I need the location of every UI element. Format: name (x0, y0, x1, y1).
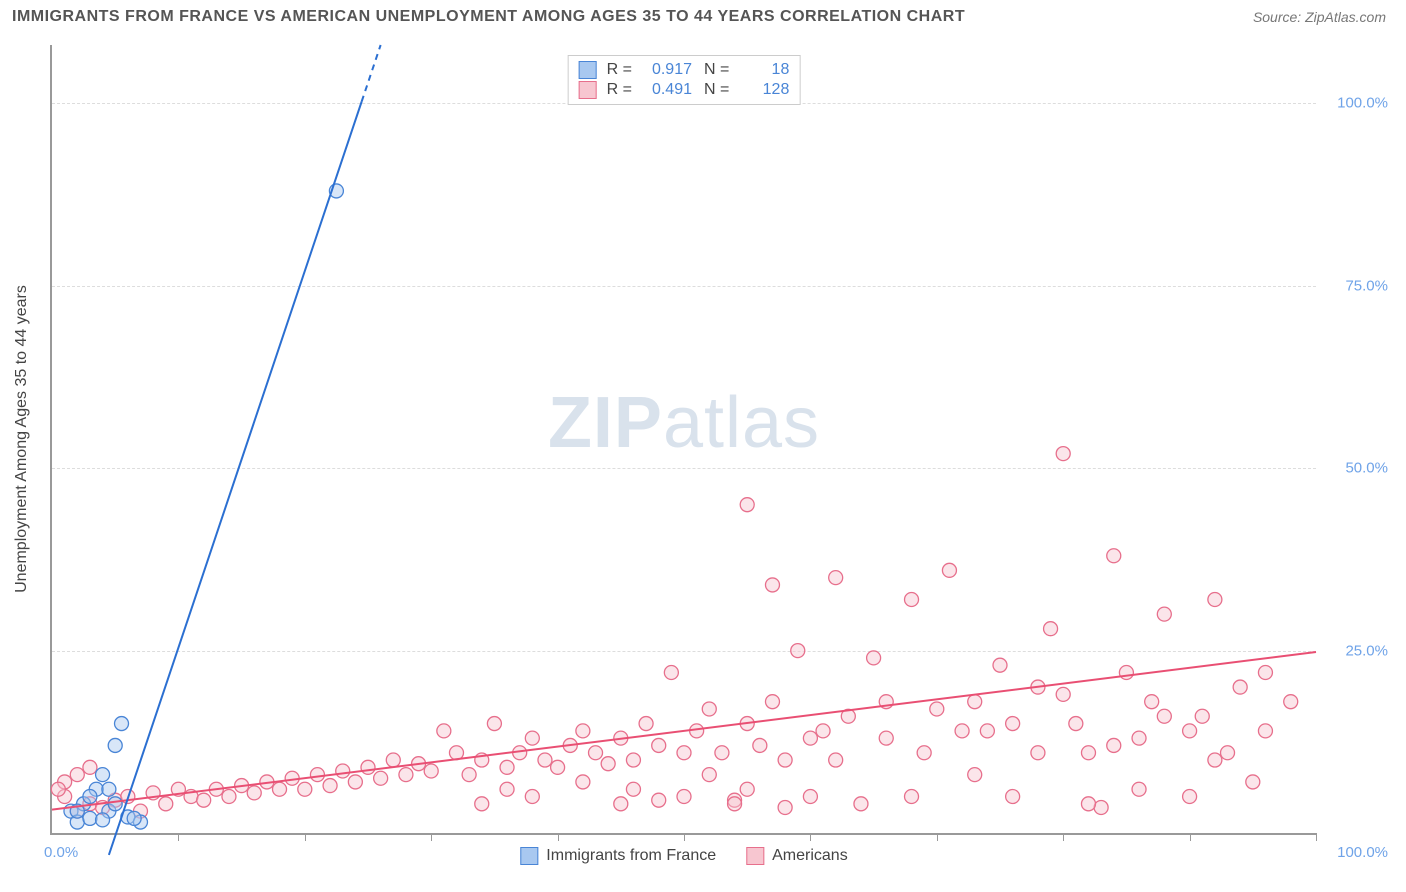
n-label: N = (704, 81, 729, 99)
r-value: 0.491 (640, 81, 692, 99)
r-value: 0.917 (640, 61, 692, 79)
y-tick-label: 50.0% (1345, 460, 1388, 477)
r-label: R = (607, 81, 632, 99)
n-label: N = (704, 61, 729, 79)
chart-area: Unemployment Among Ages 35 to 44 years Z… (50, 45, 1316, 835)
header: IMMIGRANTS FROM FRANCE VS AMERICAN UNEMP… (0, 0, 1406, 34)
legend-label: Americans (772, 847, 848, 865)
legend-swatch-icon (746, 847, 764, 865)
legend-item: Americans (746, 847, 848, 865)
y-tick-label: 75.0% (1345, 277, 1388, 294)
legend-swatch-icon (579, 81, 597, 99)
x-axis-max-label: 100.0% (1337, 844, 1388, 861)
x-axis-origin-label: 0.0% (44, 844, 78, 861)
n-value: 128 (737, 81, 789, 99)
legend-stats: R = 0.917 N = 18 R = 0.491 N = 128 (568, 55, 801, 105)
legend-label: Immigrants from France (546, 847, 716, 865)
r-label: R = (607, 61, 632, 79)
y-axis-label: Unemployment Among Ages 35 to 44 years (13, 285, 31, 593)
legend-stats-row: R = 0.917 N = 18 (579, 60, 790, 80)
legend-series: Immigrants from France Americans (520, 847, 847, 865)
source-attribution: Source: ZipAtlas.com (1253, 9, 1386, 25)
chart-title: IMMIGRANTS FROM FRANCE VS AMERICAN UNEMP… (12, 8, 965, 26)
scatter-plot (52, 45, 1316, 833)
legend-swatch-icon (579, 61, 597, 79)
legend-item: Immigrants from France (520, 847, 716, 865)
legend-stats-row: R = 0.491 N = 128 (579, 80, 790, 100)
n-value: 18 (737, 61, 789, 79)
y-tick-label: 25.0% (1345, 642, 1388, 659)
y-tick-label: 100.0% (1337, 95, 1388, 112)
legend-swatch-icon (520, 847, 538, 865)
